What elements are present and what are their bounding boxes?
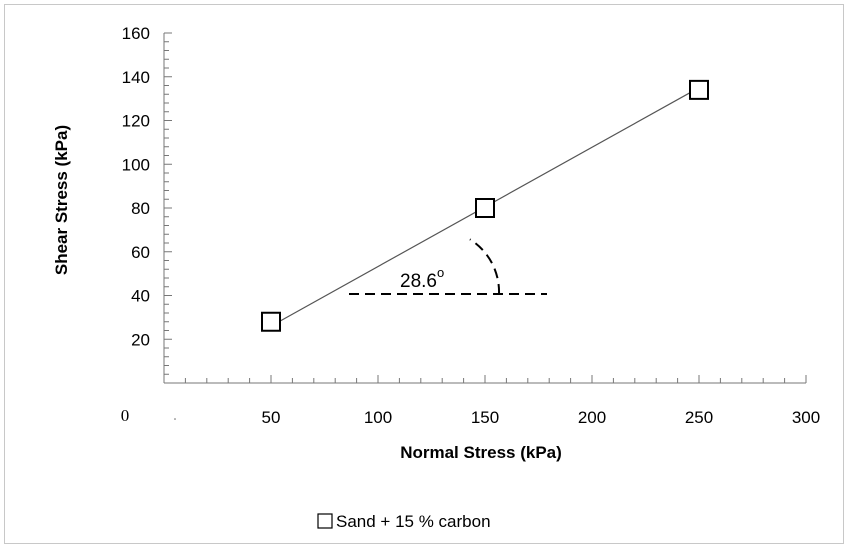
- y-tick-label: 80: [131, 199, 150, 218]
- legend-label: Sand + 15 % carbon: [336, 512, 491, 531]
- y-tick-label: 140: [122, 68, 150, 87]
- legend-marker: [317, 513, 333, 529]
- y-axis-title: Shear Stress (kPa): [52, 125, 71, 275]
- degree-symbol: o: [437, 265, 444, 280]
- y-tick-label: 40: [131, 287, 150, 306]
- y-tick-label: 60: [131, 243, 150, 262]
- y-tick-label: 20: [131, 330, 150, 349]
- y-tick-label: 120: [122, 112, 150, 131]
- data-point: [689, 79, 709, 100]
- x-tick-label: 150: [471, 408, 499, 427]
- axis-dot: [174, 418, 176, 420]
- data-point: [261, 311, 281, 332]
- x-tick-label: 50: [262, 408, 281, 427]
- y-tick-label: 160: [122, 24, 150, 43]
- data-markers: [261, 79, 709, 332]
- x-tick-label: 100: [364, 408, 392, 427]
- tick-marks: [163, 32, 807, 384]
- x-tick-label: 300: [792, 408, 820, 427]
- data-point: [475, 198, 495, 218]
- angle-arc: [469, 238, 501, 295]
- angle-label: 28.6o: [400, 265, 444, 292]
- x-tick-label: 250: [685, 408, 713, 427]
- x-axis-title: Normal Stress (kPa): [400, 443, 562, 462]
- tick-labels: 20 40 60 80 100 120 140 160 50 100 150 200 250 300 0: [121, 24, 820, 427]
- legend: Sand + 15 % carbon: [317, 512, 491, 531]
- y-tick-label: 100: [122, 155, 150, 174]
- origin-label: 0: [121, 406, 130, 425]
- x-tick-label: 200: [578, 408, 606, 427]
